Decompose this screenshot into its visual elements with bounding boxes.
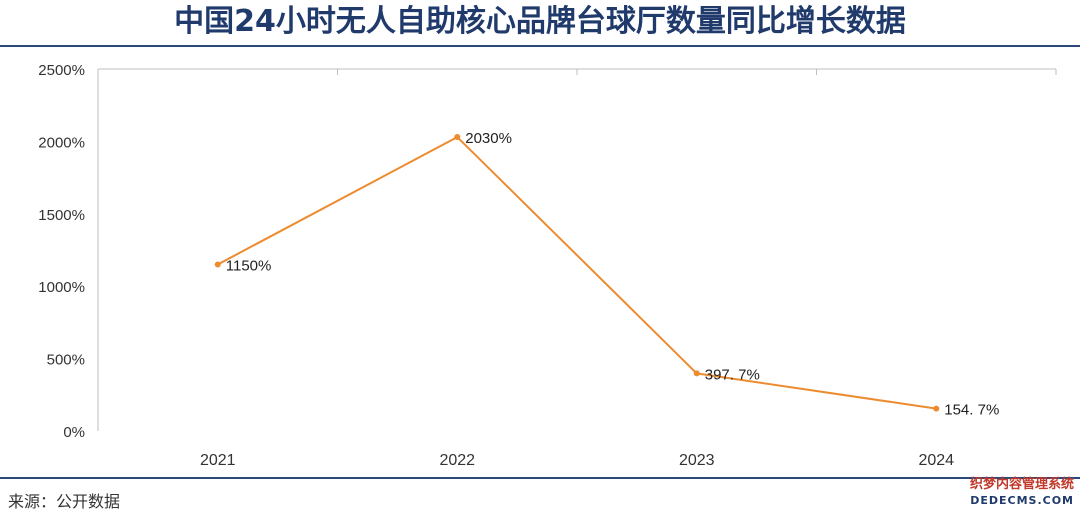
data-point bbox=[454, 134, 461, 141]
x-tick-label: 2023 bbox=[679, 452, 715, 469]
x-tick-label: 2022 bbox=[439, 452, 475, 469]
watermark-line-1: 织梦内容管理系统 bbox=[969, 477, 1074, 492]
series-line bbox=[214, 134, 940, 412]
watermark-logo: 织梦内容管理系统 DEDECMS.COM bbox=[970, 477, 1074, 509]
y-tick-label: 1500% bbox=[38, 207, 85, 224]
footer-divider bbox=[0, 477, 1080, 479]
data-label: 1150% bbox=[226, 257, 272, 274]
y-tick-label: 2000% bbox=[38, 134, 85, 151]
data-point bbox=[693, 370, 700, 377]
watermark-line-2: DEDECMS.COM bbox=[970, 494, 1074, 507]
title-divider bbox=[0, 45, 1080, 47]
series-polyline bbox=[217, 135, 937, 410]
y-tick-label: 500% bbox=[47, 352, 85, 369]
x-tick-label: 2021 bbox=[200, 452, 236, 469]
y-axis-tick-labels: 0% 500% 1000% 1500% 2000% 2500% bbox=[38, 62, 85, 441]
data-point bbox=[214, 261, 221, 268]
x-axis-tick-labels: 2021 2022 2023 2024 bbox=[200, 452, 954, 469]
y-tick-label: 2500% bbox=[38, 62, 85, 79]
data-labels: 1150% 2030% 397. 7% 154. 7% bbox=[226, 130, 1000, 419]
data-label: 2030% bbox=[465, 130, 512, 147]
chart-axes bbox=[97, 68, 1057, 431]
chart-title: 中国24小时无人自助核心品牌台球厅数量同比增长数据 bbox=[174, 4, 906, 39]
line-chart: 0%500%1000%1500%2000%2500% 2021 2022 2023 2… bbox=[38, 62, 1057, 469]
y-tick-label: 1000% bbox=[38, 279, 85, 296]
source-note: 来源：公开数据 bbox=[8, 492, 121, 511]
data-label: 397. 7% bbox=[705, 366, 760, 383]
data-label: 154. 7% bbox=[944, 402, 999, 419]
x-tick-label: 2024 bbox=[918, 452, 954, 469]
y-tick-label: 0% bbox=[63, 424, 85, 441]
data-point bbox=[933, 405, 940, 412]
